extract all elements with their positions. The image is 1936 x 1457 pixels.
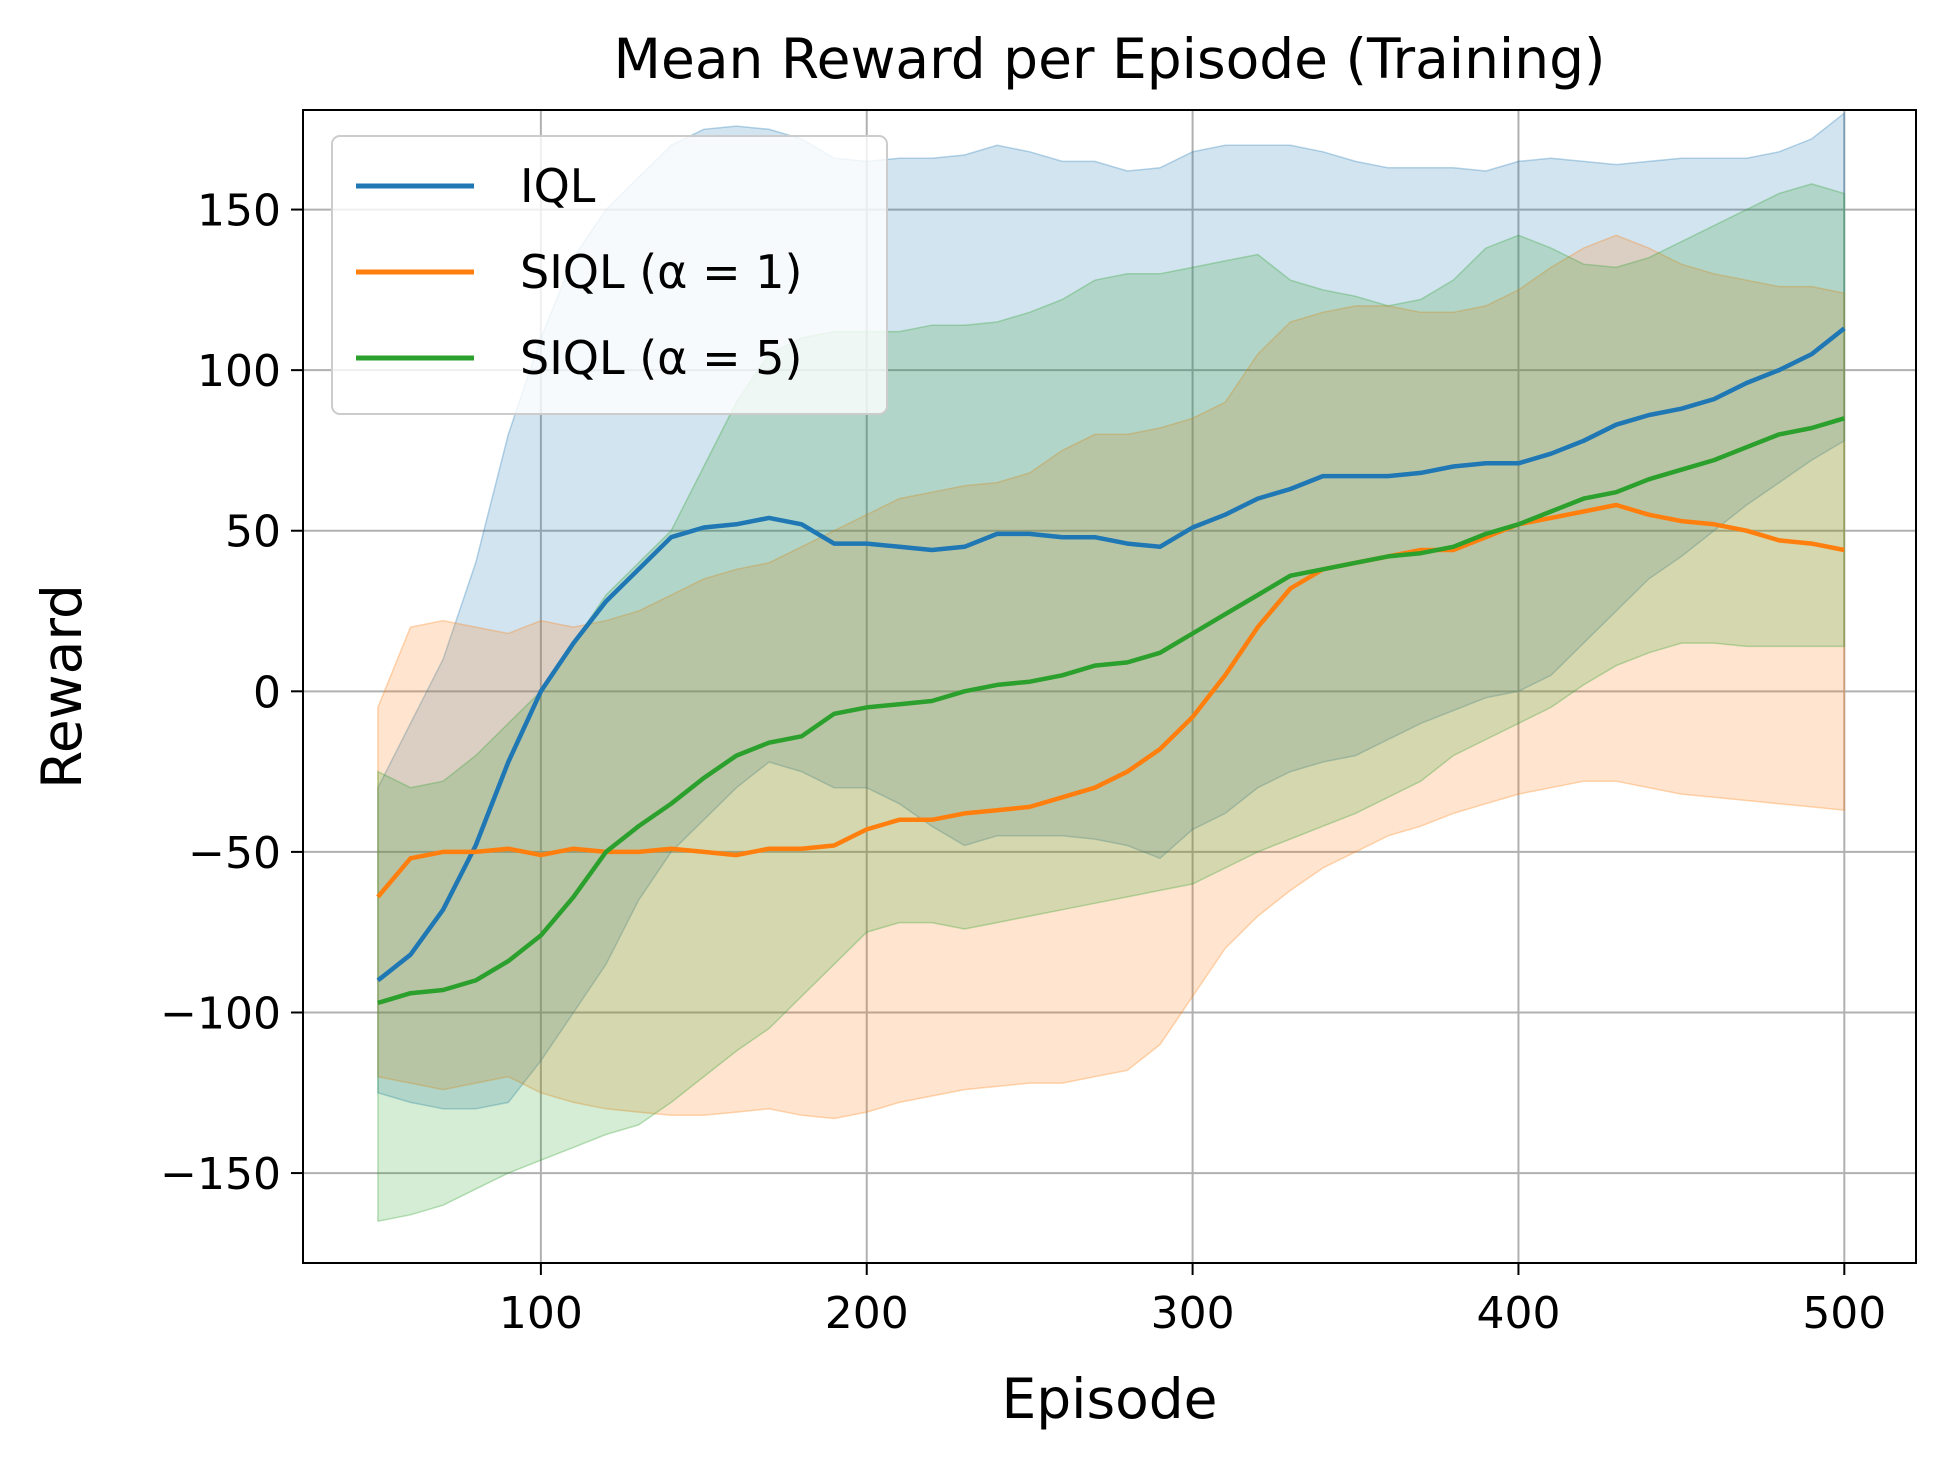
y-tick-label: 150 (197, 186, 281, 237)
x-tick-label: 300 (1151, 1288, 1235, 1339)
y-tick-label: −50 (188, 828, 281, 879)
legend-label-1: SIQL (α = 1) (520, 245, 803, 299)
x-tick-label: 400 (1476, 1288, 1560, 1339)
y-tick-label: 0 (253, 667, 281, 718)
x-tick-label: 100 (499, 1288, 583, 1339)
legend-label-2: SIQL (α = 5) (520, 331, 803, 385)
legend-box (331, 135, 888, 415)
grid (303, 110, 1916, 1263)
series-lines (376, 326, 1846, 1006)
line-series-2 (377, 416, 1845, 1006)
x-axis-title: Episode (1002, 1367, 1218, 1431)
line-series-0 (376, 326, 1846, 983)
band-series-1 (377, 234, 1846, 1120)
y-tick-label: −150 (160, 1149, 281, 1200)
x-tick-label: 200 (825, 1288, 909, 1339)
chart-title: Mean Reward per Episode (Training) (614, 27, 1606, 91)
plot-frame (302, 109, 1917, 1264)
y-axis-title: Reward (30, 584, 94, 789)
y-tick-label: −100 (160, 988, 281, 1039)
line-series-1 (376, 502, 1845, 899)
y-tick-label: 50 (225, 507, 281, 558)
x-tick-label: 500 (1802, 1288, 1886, 1339)
legend-label-0: IQL (520, 159, 596, 213)
legend: IQL SIQL (α = 1) SIQL (α = 5) (331, 135, 888, 415)
y-tick-label: 100 (197, 346, 281, 397)
axis-ticks: 100 200 300 400 500 −150 −100 −50 0 50 100 150 (160, 186, 1886, 1339)
